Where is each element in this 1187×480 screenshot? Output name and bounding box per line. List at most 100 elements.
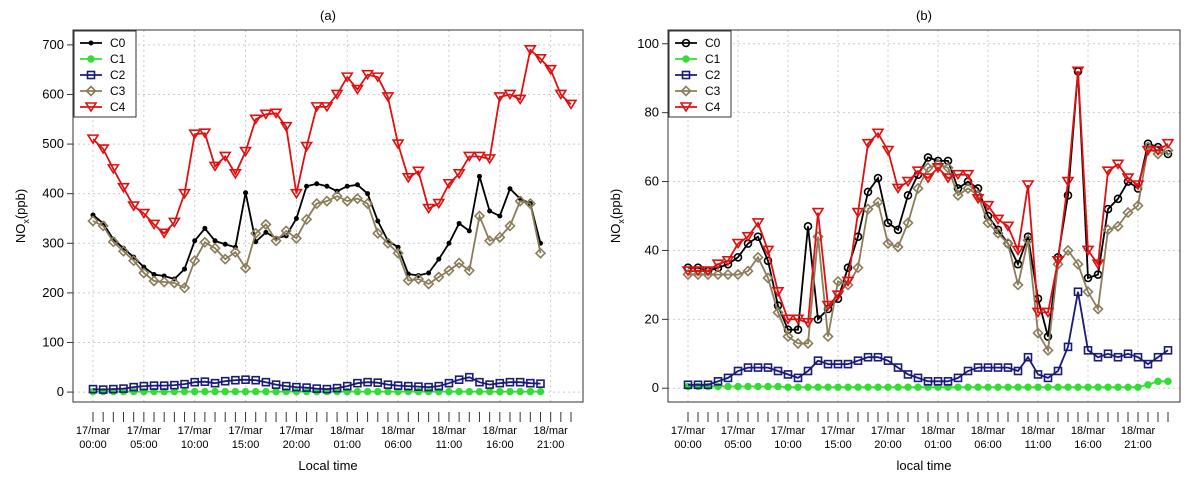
data-point <box>1071 66 1085 77</box>
chart-title: (a) <box>320 8 336 23</box>
data-point <box>923 153 933 162</box>
data-point <box>693 380 703 390</box>
data-point <box>864 383 872 391</box>
data-point <box>250 227 262 239</box>
data-point <box>292 387 301 396</box>
data-point <box>464 372 474 382</box>
data-point <box>863 187 873 197</box>
data-point <box>88 384 98 394</box>
x-tick-label-date: 18/mar <box>432 425 467 437</box>
series-line <box>688 291 1169 386</box>
data-point <box>564 99 578 110</box>
data-point <box>260 218 272 231</box>
series-C4 <box>86 45 578 239</box>
data-point <box>1062 244 1074 257</box>
data-point <box>526 387 535 396</box>
data-point <box>96 144 110 155</box>
data-point <box>1092 303 1104 315</box>
data-point <box>942 162 954 174</box>
data-point <box>484 235 496 247</box>
data-point <box>300 213 313 226</box>
data-point <box>751 218 765 229</box>
data-point <box>703 380 713 390</box>
data-point <box>872 196 884 208</box>
data-point <box>365 191 371 197</box>
data-point <box>1161 138 1175 150</box>
data-point <box>321 195 333 207</box>
y-axis-label-subscript: x <box>616 219 626 224</box>
data-point <box>455 387 463 396</box>
data-point <box>1144 381 1152 389</box>
data-point <box>239 146 252 158</box>
data-point <box>487 208 493 214</box>
series-C2 <box>88 372 545 394</box>
data-point <box>218 151 232 162</box>
data-point <box>272 387 280 396</box>
data-point <box>456 220 462 226</box>
series-line <box>688 71 1169 325</box>
data-point <box>129 387 138 396</box>
data-point <box>199 236 211 248</box>
x-tick-label-date: 18/mar <box>330 425 365 437</box>
data-point <box>536 387 545 396</box>
data-point <box>494 231 506 243</box>
data-point <box>784 383 792 391</box>
series-C4 <box>681 66 1175 329</box>
data-point <box>941 173 955 184</box>
data-point <box>911 166 925 177</box>
data-point <box>953 373 963 383</box>
y-tick-label: 0 <box>57 384 64 399</box>
data-point <box>290 232 303 244</box>
data-point <box>863 352 873 362</box>
data-point <box>200 377 210 386</box>
data-point <box>280 225 292 237</box>
data-point <box>1102 224 1114 236</box>
data-point <box>167 217 181 228</box>
data-point <box>764 382 772 391</box>
legend-label: C0 <box>705 36 721 50</box>
y-axis-label-main: NO <box>13 224 28 244</box>
data-point <box>109 384 118 394</box>
data-point <box>188 129 202 140</box>
series-line <box>688 71 1169 337</box>
legend: C0 C1 C2 C3 C4 <box>73 30 137 118</box>
data-point <box>824 383 832 391</box>
data-point <box>823 359 833 369</box>
data-point <box>1131 180 1145 191</box>
data-point <box>931 162 945 174</box>
data-point <box>894 383 902 391</box>
data-point <box>783 370 793 379</box>
y-tick-label: 20 <box>645 311 659 326</box>
data-point <box>374 387 382 396</box>
data-point <box>901 176 915 188</box>
data-point <box>516 387 524 396</box>
chart-panel-1: (b) 0 20 40 60 80 100 17/mar 00:00 17/mar 05:00 17/… <box>608 8 1181 473</box>
data-point <box>802 337 814 350</box>
x-tick-label-date: 18/mar <box>971 425 1006 437</box>
data-point <box>971 193 985 205</box>
data-point <box>1011 245 1025 256</box>
data-point <box>843 263 853 272</box>
data-point <box>222 241 228 247</box>
data-point <box>332 383 342 393</box>
data-point <box>1154 377 1162 386</box>
legend-label: C1 <box>110 52 126 66</box>
data-point <box>763 256 773 266</box>
data-point <box>1063 342 1073 352</box>
data-point <box>774 382 782 391</box>
data-point <box>881 145 895 157</box>
data-point <box>702 268 714 281</box>
data-point <box>493 92 507 103</box>
data-point <box>263 229 269 235</box>
data-point <box>1153 352 1163 362</box>
data-point <box>106 164 120 175</box>
x-tick-label-time: 15:00 <box>824 439 852 451</box>
y-tick-label: 400 <box>42 186 64 201</box>
data-point <box>251 375 261 385</box>
data-point <box>401 173 415 184</box>
data-point <box>753 232 763 241</box>
data-point <box>794 383 802 391</box>
data-point <box>495 378 505 388</box>
data-point <box>681 38 691 48</box>
data-point <box>973 363 983 372</box>
